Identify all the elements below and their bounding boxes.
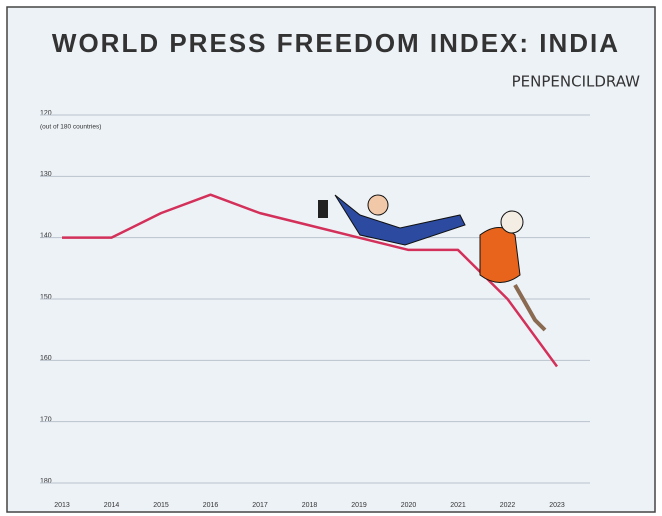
x-tick-label: 2015 xyxy=(153,502,169,509)
y-tick-label: 150 xyxy=(40,294,52,301)
y-tick-label: 130 xyxy=(40,171,52,178)
y-tick-label: 170 xyxy=(40,417,52,424)
x-tick-label: 2019 xyxy=(351,502,367,509)
y-tick-label: 140 xyxy=(40,233,52,240)
signature: PENPENCILDRAW xyxy=(512,73,641,91)
chart-title: WORLD PRESS FREEDOM INDEX: INDIA xyxy=(52,28,620,58)
x-tick-label: 2021 xyxy=(450,502,466,509)
chart: WORLD PRESS FREEDOM INDEX: INDIA PENPENC… xyxy=(0,0,662,516)
y-tick-label: 120 xyxy=(40,110,52,117)
x-tick-label: 2014 xyxy=(104,502,120,509)
figure-head-2 xyxy=(501,211,523,233)
x-tick-label: 2017 xyxy=(252,502,268,509)
y-tick-label: 160 xyxy=(40,355,52,362)
camera xyxy=(318,200,328,218)
y-note: (out of 180 countries) xyxy=(40,124,101,131)
x-tick-label: 2013 xyxy=(54,502,70,509)
x-tick-label: 2023 xyxy=(549,502,565,509)
x-tick-label: 2020 xyxy=(401,502,417,509)
figure-orange xyxy=(480,228,520,283)
figure-head xyxy=(368,195,388,215)
y-tick-label: 180 xyxy=(40,478,52,485)
x-tick-label: 2018 xyxy=(302,502,318,509)
x-tick-label: 2016 xyxy=(203,502,219,509)
x-tick-label: 2022 xyxy=(500,502,516,509)
